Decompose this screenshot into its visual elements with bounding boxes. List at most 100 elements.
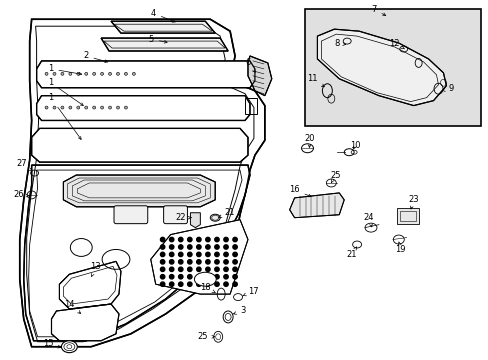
Bar <box>304 9 480 126</box>
Circle shape <box>205 237 210 242</box>
Circle shape <box>205 282 210 286</box>
Circle shape <box>178 237 183 242</box>
Text: 10: 10 <box>349 141 360 150</box>
Circle shape <box>169 282 174 286</box>
Circle shape <box>214 275 219 279</box>
Text: 21: 21 <box>345 247 356 259</box>
Text: 20: 20 <box>304 134 314 148</box>
Text: 27: 27 <box>16 159 32 171</box>
Polygon shape <box>32 129 247 162</box>
Circle shape <box>169 260 174 264</box>
Circle shape <box>214 245 219 249</box>
Ellipse shape <box>61 72 64 75</box>
Text: 15: 15 <box>43 339 61 348</box>
Circle shape <box>214 282 219 286</box>
Ellipse shape <box>61 106 64 109</box>
Text: 23: 23 <box>407 195 418 209</box>
Circle shape <box>169 237 174 242</box>
Ellipse shape <box>69 72 72 75</box>
Ellipse shape <box>124 72 127 75</box>
Circle shape <box>169 267 174 271</box>
Circle shape <box>196 260 201 264</box>
Circle shape <box>232 267 237 271</box>
Polygon shape <box>51 304 119 341</box>
Circle shape <box>169 275 174 279</box>
Polygon shape <box>37 96 249 121</box>
Ellipse shape <box>93 106 96 109</box>
Circle shape <box>160 282 164 286</box>
Bar <box>399 211 415 221</box>
Circle shape <box>214 252 219 257</box>
Polygon shape <box>150 220 247 294</box>
Polygon shape <box>24 165 249 341</box>
Text: 1: 1 <box>48 93 81 139</box>
Ellipse shape <box>116 72 119 75</box>
Text: 25: 25 <box>329 171 340 183</box>
Polygon shape <box>317 29 446 105</box>
Circle shape <box>178 282 183 286</box>
Circle shape <box>187 237 192 242</box>
Circle shape <box>187 252 192 257</box>
Text: 8: 8 <box>333 39 345 48</box>
Ellipse shape <box>77 106 80 109</box>
Ellipse shape <box>93 72 96 75</box>
Text: 13: 13 <box>90 262 101 276</box>
Circle shape <box>232 245 237 249</box>
Text: 22: 22 <box>175 213 191 222</box>
Circle shape <box>224 275 228 279</box>
Circle shape <box>178 260 183 264</box>
Text: 11: 11 <box>306 74 324 87</box>
Circle shape <box>187 267 192 271</box>
Ellipse shape <box>53 72 56 75</box>
Text: 14: 14 <box>64 300 81 314</box>
Circle shape <box>160 260 164 264</box>
Ellipse shape <box>45 106 48 109</box>
Circle shape <box>178 252 183 257</box>
Text: 4: 4 <box>150 9 175 22</box>
Polygon shape <box>190 213 200 228</box>
Circle shape <box>224 252 228 257</box>
Ellipse shape <box>77 72 80 75</box>
Circle shape <box>205 275 210 279</box>
Circle shape <box>205 267 210 271</box>
Polygon shape <box>37 61 254 88</box>
Circle shape <box>214 267 219 271</box>
Circle shape <box>169 252 174 257</box>
Circle shape <box>205 252 210 257</box>
Bar <box>244 98 256 113</box>
Circle shape <box>196 267 201 271</box>
Circle shape <box>187 282 192 286</box>
Text: 1: 1 <box>48 78 83 105</box>
Circle shape <box>232 252 237 257</box>
Ellipse shape <box>84 106 87 109</box>
Ellipse shape <box>53 106 56 109</box>
Text: 6: 6 <box>244 58 255 72</box>
Circle shape <box>224 260 228 264</box>
Text: 26: 26 <box>13 190 29 199</box>
Bar <box>396 208 418 224</box>
Text: 9: 9 <box>441 84 453 93</box>
Circle shape <box>214 237 219 242</box>
Circle shape <box>214 260 219 264</box>
Circle shape <box>196 275 201 279</box>
Polygon shape <box>289 193 344 218</box>
Circle shape <box>178 275 183 279</box>
Circle shape <box>232 282 237 286</box>
Ellipse shape <box>69 106 72 109</box>
Text: 25: 25 <box>197 332 214 341</box>
Text: 24: 24 <box>363 213 373 227</box>
Circle shape <box>224 267 228 271</box>
Ellipse shape <box>210 214 220 221</box>
Text: 21: 21 <box>218 208 234 217</box>
Circle shape <box>169 245 174 249</box>
Ellipse shape <box>108 106 111 109</box>
Ellipse shape <box>194 272 216 286</box>
Ellipse shape <box>61 341 77 353</box>
Circle shape <box>187 245 192 249</box>
Circle shape <box>160 252 164 257</box>
Circle shape <box>196 282 201 286</box>
Text: 12: 12 <box>388 39 404 49</box>
Circle shape <box>196 245 201 249</box>
Circle shape <box>224 282 228 286</box>
Polygon shape <box>111 21 215 33</box>
